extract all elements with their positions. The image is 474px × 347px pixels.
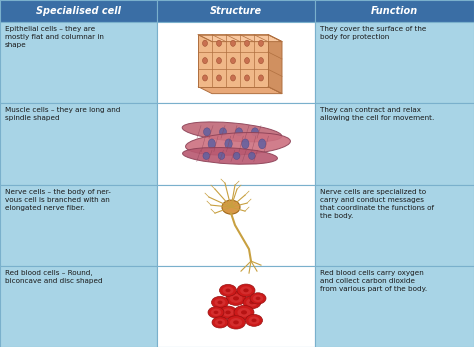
- Ellipse shape: [219, 285, 237, 296]
- Bar: [0, 185, 157, 266]
- Bar: [0, 103, 157, 185]
- Ellipse shape: [233, 320, 239, 324]
- Ellipse shape: [245, 40, 249, 46]
- Text: Red blood cells carry oxygen
and collect carbon dioxide
from various part of the: Red blood cells carry oxygen and collect…: [320, 270, 427, 292]
- Bar: [315, 103, 474, 185]
- Ellipse shape: [258, 40, 264, 46]
- Ellipse shape: [202, 58, 208, 64]
- Ellipse shape: [212, 317, 228, 328]
- Ellipse shape: [241, 310, 247, 314]
- Ellipse shape: [218, 301, 223, 304]
- Ellipse shape: [243, 288, 249, 292]
- Ellipse shape: [217, 75, 221, 81]
- Ellipse shape: [182, 122, 282, 142]
- Bar: [157, 185, 315, 266]
- Text: They can contract and relax
allowing the cell for movement.: They can contract and relax allowing the…: [320, 107, 434, 121]
- Ellipse shape: [222, 308, 234, 316]
- Bar: [0, 0, 157, 22]
- Ellipse shape: [219, 306, 237, 319]
- Text: Structure: Structure: [210, 6, 262, 16]
- Ellipse shape: [248, 316, 260, 324]
- Ellipse shape: [222, 287, 234, 294]
- Ellipse shape: [182, 147, 277, 164]
- Ellipse shape: [218, 321, 222, 324]
- Bar: [157, 103, 315, 185]
- Text: Nerve cells – the body of ner-
vous cell is branched with an
elongated nerve fib: Nerve cells – the body of ner- vous cell…: [5, 188, 111, 211]
- Bar: [315, 22, 474, 103]
- Polygon shape: [198, 35, 282, 42]
- Bar: [157, 0, 315, 22]
- Ellipse shape: [237, 308, 250, 317]
- Ellipse shape: [237, 284, 255, 297]
- Ellipse shape: [240, 286, 252, 295]
- Ellipse shape: [211, 296, 228, 308]
- Polygon shape: [268, 35, 282, 94]
- Ellipse shape: [202, 75, 208, 81]
- Ellipse shape: [246, 314, 263, 326]
- Text: They cover the surface of the
body for protection: They cover the surface of the body for p…: [320, 26, 427, 40]
- Ellipse shape: [233, 296, 239, 301]
- Ellipse shape: [202, 40, 208, 46]
- Ellipse shape: [258, 58, 264, 64]
- Ellipse shape: [211, 309, 221, 316]
- Bar: [157, 266, 315, 347]
- Bar: [157, 22, 315, 103]
- Text: Specialised cell: Specialised cell: [36, 6, 121, 16]
- Ellipse shape: [251, 319, 256, 322]
- Ellipse shape: [227, 316, 246, 329]
- Ellipse shape: [214, 311, 219, 314]
- Ellipse shape: [242, 139, 249, 149]
- Ellipse shape: [245, 75, 249, 81]
- Ellipse shape: [233, 152, 240, 160]
- Text: Nerve cells are specialized to
carry and conduct messages
that coordinate the fu: Nerve cells are specialized to carry and…: [320, 188, 434, 219]
- Ellipse shape: [225, 139, 232, 149]
- Ellipse shape: [255, 297, 260, 300]
- Bar: [198, 35, 268, 87]
- Ellipse shape: [253, 295, 263, 302]
- Ellipse shape: [217, 58, 221, 64]
- Ellipse shape: [234, 305, 254, 319]
- Ellipse shape: [236, 128, 243, 136]
- Ellipse shape: [243, 296, 261, 309]
- Ellipse shape: [249, 301, 255, 304]
- Ellipse shape: [230, 318, 242, 327]
- Text: Muscle cells – they are long and
spindle shaped: Muscle cells – they are long and spindle…: [5, 107, 120, 121]
- Bar: [315, 0, 474, 22]
- Text: Function: Function: [371, 6, 418, 16]
- Ellipse shape: [252, 128, 258, 136]
- Bar: [0, 22, 157, 103]
- Ellipse shape: [208, 307, 224, 318]
- Ellipse shape: [215, 319, 225, 326]
- Text: Epithelial cells – they are
mostly flat and columnar in
shape: Epithelial cells – they are mostly flat …: [5, 26, 104, 48]
- Ellipse shape: [230, 40, 236, 46]
- Ellipse shape: [245, 58, 249, 64]
- Bar: [315, 266, 474, 347]
- Ellipse shape: [230, 75, 236, 81]
- Bar: [315, 185, 474, 266]
- Bar: [0, 266, 157, 347]
- Ellipse shape: [250, 293, 266, 304]
- Ellipse shape: [258, 139, 266, 149]
- Ellipse shape: [203, 128, 210, 136]
- Ellipse shape: [246, 298, 258, 306]
- Ellipse shape: [248, 152, 255, 160]
- Ellipse shape: [217, 40, 221, 46]
- Ellipse shape: [225, 311, 231, 314]
- Polygon shape: [198, 87, 282, 94]
- Ellipse shape: [226, 291, 246, 305]
- Ellipse shape: [185, 133, 291, 155]
- Ellipse shape: [214, 298, 226, 306]
- Ellipse shape: [203, 152, 210, 160]
- Text: Red blood cells – Round,
biconcave and disc shaped: Red blood cells – Round, biconcave and d…: [5, 270, 103, 284]
- Ellipse shape: [208, 139, 215, 149]
- Ellipse shape: [229, 294, 243, 303]
- Ellipse shape: [226, 289, 230, 292]
- Ellipse shape: [230, 58, 236, 64]
- Ellipse shape: [218, 152, 225, 160]
- Ellipse shape: [258, 75, 264, 81]
- Ellipse shape: [219, 128, 227, 136]
- Ellipse shape: [222, 200, 240, 214]
